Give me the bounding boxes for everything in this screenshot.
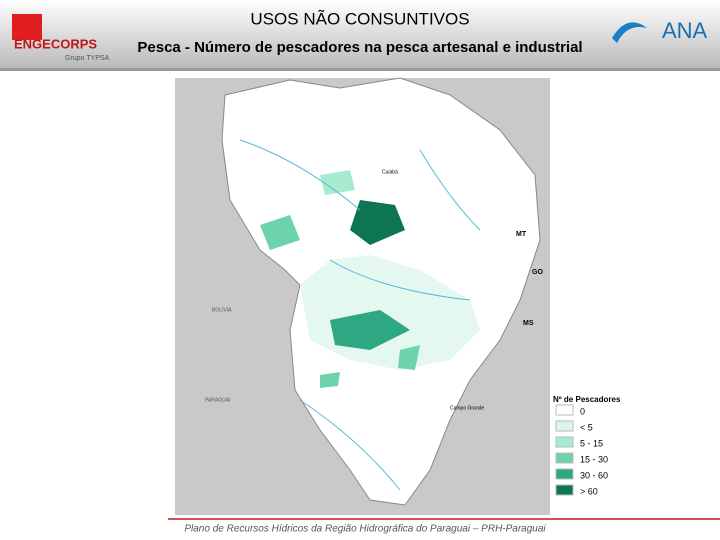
legend-label: 30 - 60 xyxy=(580,470,608,480)
map-label: MS xyxy=(523,320,534,327)
zone xyxy=(260,215,300,250)
title: USOS NÃO CONSUNTIVOS xyxy=(250,9,469,28)
legend-label: 0 xyxy=(580,406,585,416)
legend: 0 < 5 5 - 15 15 - 30 30 - 60 > 60 xyxy=(555,404,608,496)
map-label: GO xyxy=(532,269,543,276)
legend-label: > 60 xyxy=(580,486,598,496)
zone xyxy=(350,200,405,245)
footer: Plano de Recursos Hídricos da Região Hid… xyxy=(184,524,546,535)
logo-left-sub: Grupo TYPSA xyxy=(65,55,110,62)
logo-left: ENGECORPS xyxy=(14,36,97,51)
legend-swatch xyxy=(555,468,574,480)
legend-swatch xyxy=(555,484,574,496)
header-rule xyxy=(0,68,720,71)
legend-swatch xyxy=(555,404,574,416)
legend-swatch xyxy=(555,452,574,464)
zone xyxy=(320,372,340,388)
logo-mark xyxy=(12,14,42,40)
legend-label: 5 - 15 xyxy=(580,438,603,448)
legend-title: Nº de Pescadores xyxy=(553,395,621,404)
logo-right-mark xyxy=(612,22,647,43)
river xyxy=(239,139,481,491)
legend-swatch xyxy=(555,420,574,432)
map-label: PARAGUAI xyxy=(205,397,230,403)
map-label: Campo Grande xyxy=(450,405,484,411)
zone xyxy=(330,310,410,350)
zone xyxy=(320,170,355,195)
logo-right: ANA xyxy=(662,18,708,43)
map-label: Cuiabá xyxy=(382,169,398,175)
map-label: MT xyxy=(516,231,527,238)
header-band xyxy=(0,0,720,70)
zone xyxy=(398,345,420,370)
subtitle: Pesca - Número de pescadores na pesca ar… xyxy=(137,39,582,56)
legend-label: < 5 xyxy=(580,422,593,432)
legend-label: 15 - 30 xyxy=(580,454,608,464)
map-label: BOLÍVIA xyxy=(212,306,232,313)
legend-swatch xyxy=(555,436,574,448)
